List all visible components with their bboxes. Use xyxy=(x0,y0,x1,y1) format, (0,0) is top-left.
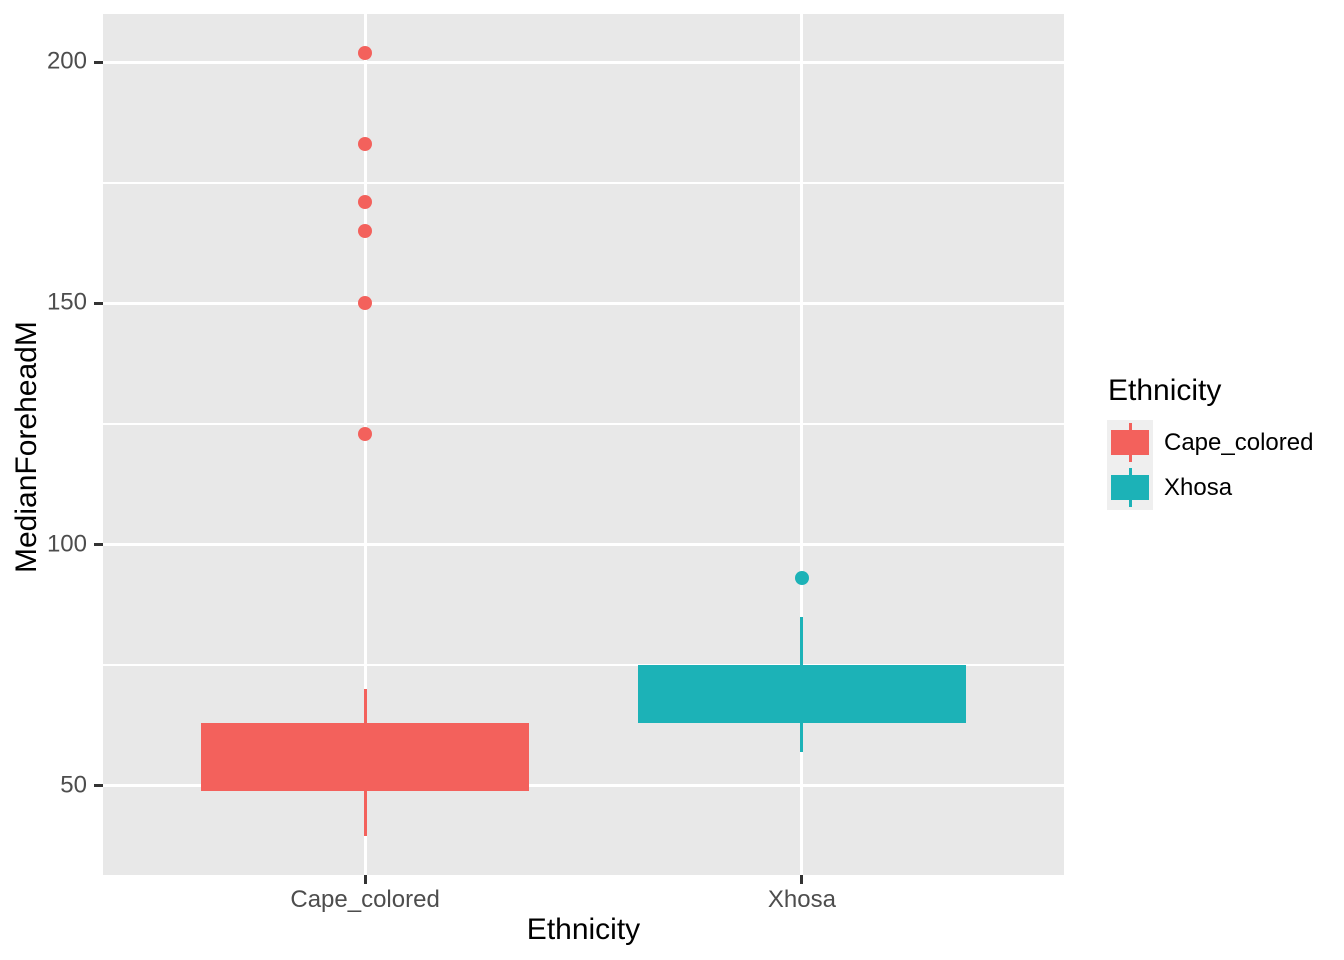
plot-panel xyxy=(103,14,1064,875)
gridline-minor-y xyxy=(103,182,1064,184)
box-xhosa xyxy=(638,665,966,724)
gridline-major-y xyxy=(103,301,1064,305)
whisker-lower-xhosa xyxy=(800,723,804,752)
y-tick-label: 50 xyxy=(60,771,87,799)
y-tick-label: 150 xyxy=(46,288,87,316)
outlier-point-cape_colored xyxy=(358,426,373,441)
outlier-point-xhosa xyxy=(794,571,809,586)
y-tick-label: 200 xyxy=(46,47,87,75)
gridline-major-y xyxy=(103,60,1064,64)
box-cape_colored xyxy=(201,723,529,791)
outlier-point-cape_colored xyxy=(358,137,373,152)
gridline-major-x xyxy=(363,14,367,875)
gridline-minor-y xyxy=(103,664,1064,666)
outlier-point-cape_colored xyxy=(358,45,373,60)
x-tick-mark xyxy=(800,875,804,884)
x-tick-label-xhosa: Xhosa xyxy=(767,886,836,913)
gridline-minor-y xyxy=(103,423,1064,425)
legend-glyph-box xyxy=(1111,430,1149,455)
whisker-upper-cape_colored xyxy=(363,689,367,724)
x-tick-mark xyxy=(363,875,367,884)
outlier-point-cape_colored xyxy=(358,296,373,311)
legend-label-cape_colored: Cape_colored xyxy=(1164,428,1314,456)
whisker-upper-xhosa xyxy=(800,616,804,666)
outlier-point-cape_colored xyxy=(358,195,373,210)
legend-key-xhosa xyxy=(1107,465,1153,510)
y-tick-mark xyxy=(94,784,103,788)
legend-key-cape_colored xyxy=(1107,420,1153,465)
y-tick-mark xyxy=(94,301,103,305)
gridline-major-x xyxy=(800,14,804,875)
legend-label-xhosa: Xhosa xyxy=(1164,473,1233,501)
whisker-lower-cape_colored xyxy=(363,790,367,837)
legend-title: Ethnicity xyxy=(1108,374,1222,407)
legend-glyph-box xyxy=(1111,475,1149,500)
gridline-major-y xyxy=(103,543,1064,547)
y-tick-mark xyxy=(94,60,103,64)
x-axis-title: Ethnicity xyxy=(526,913,641,946)
x-tick-label-cape_colored: Cape_colored xyxy=(290,886,440,913)
gridline-major-y xyxy=(103,784,1064,788)
y-tick-mark xyxy=(94,543,103,547)
outlier-point-cape_colored xyxy=(358,224,373,239)
y-tick-label: 100 xyxy=(46,530,87,558)
